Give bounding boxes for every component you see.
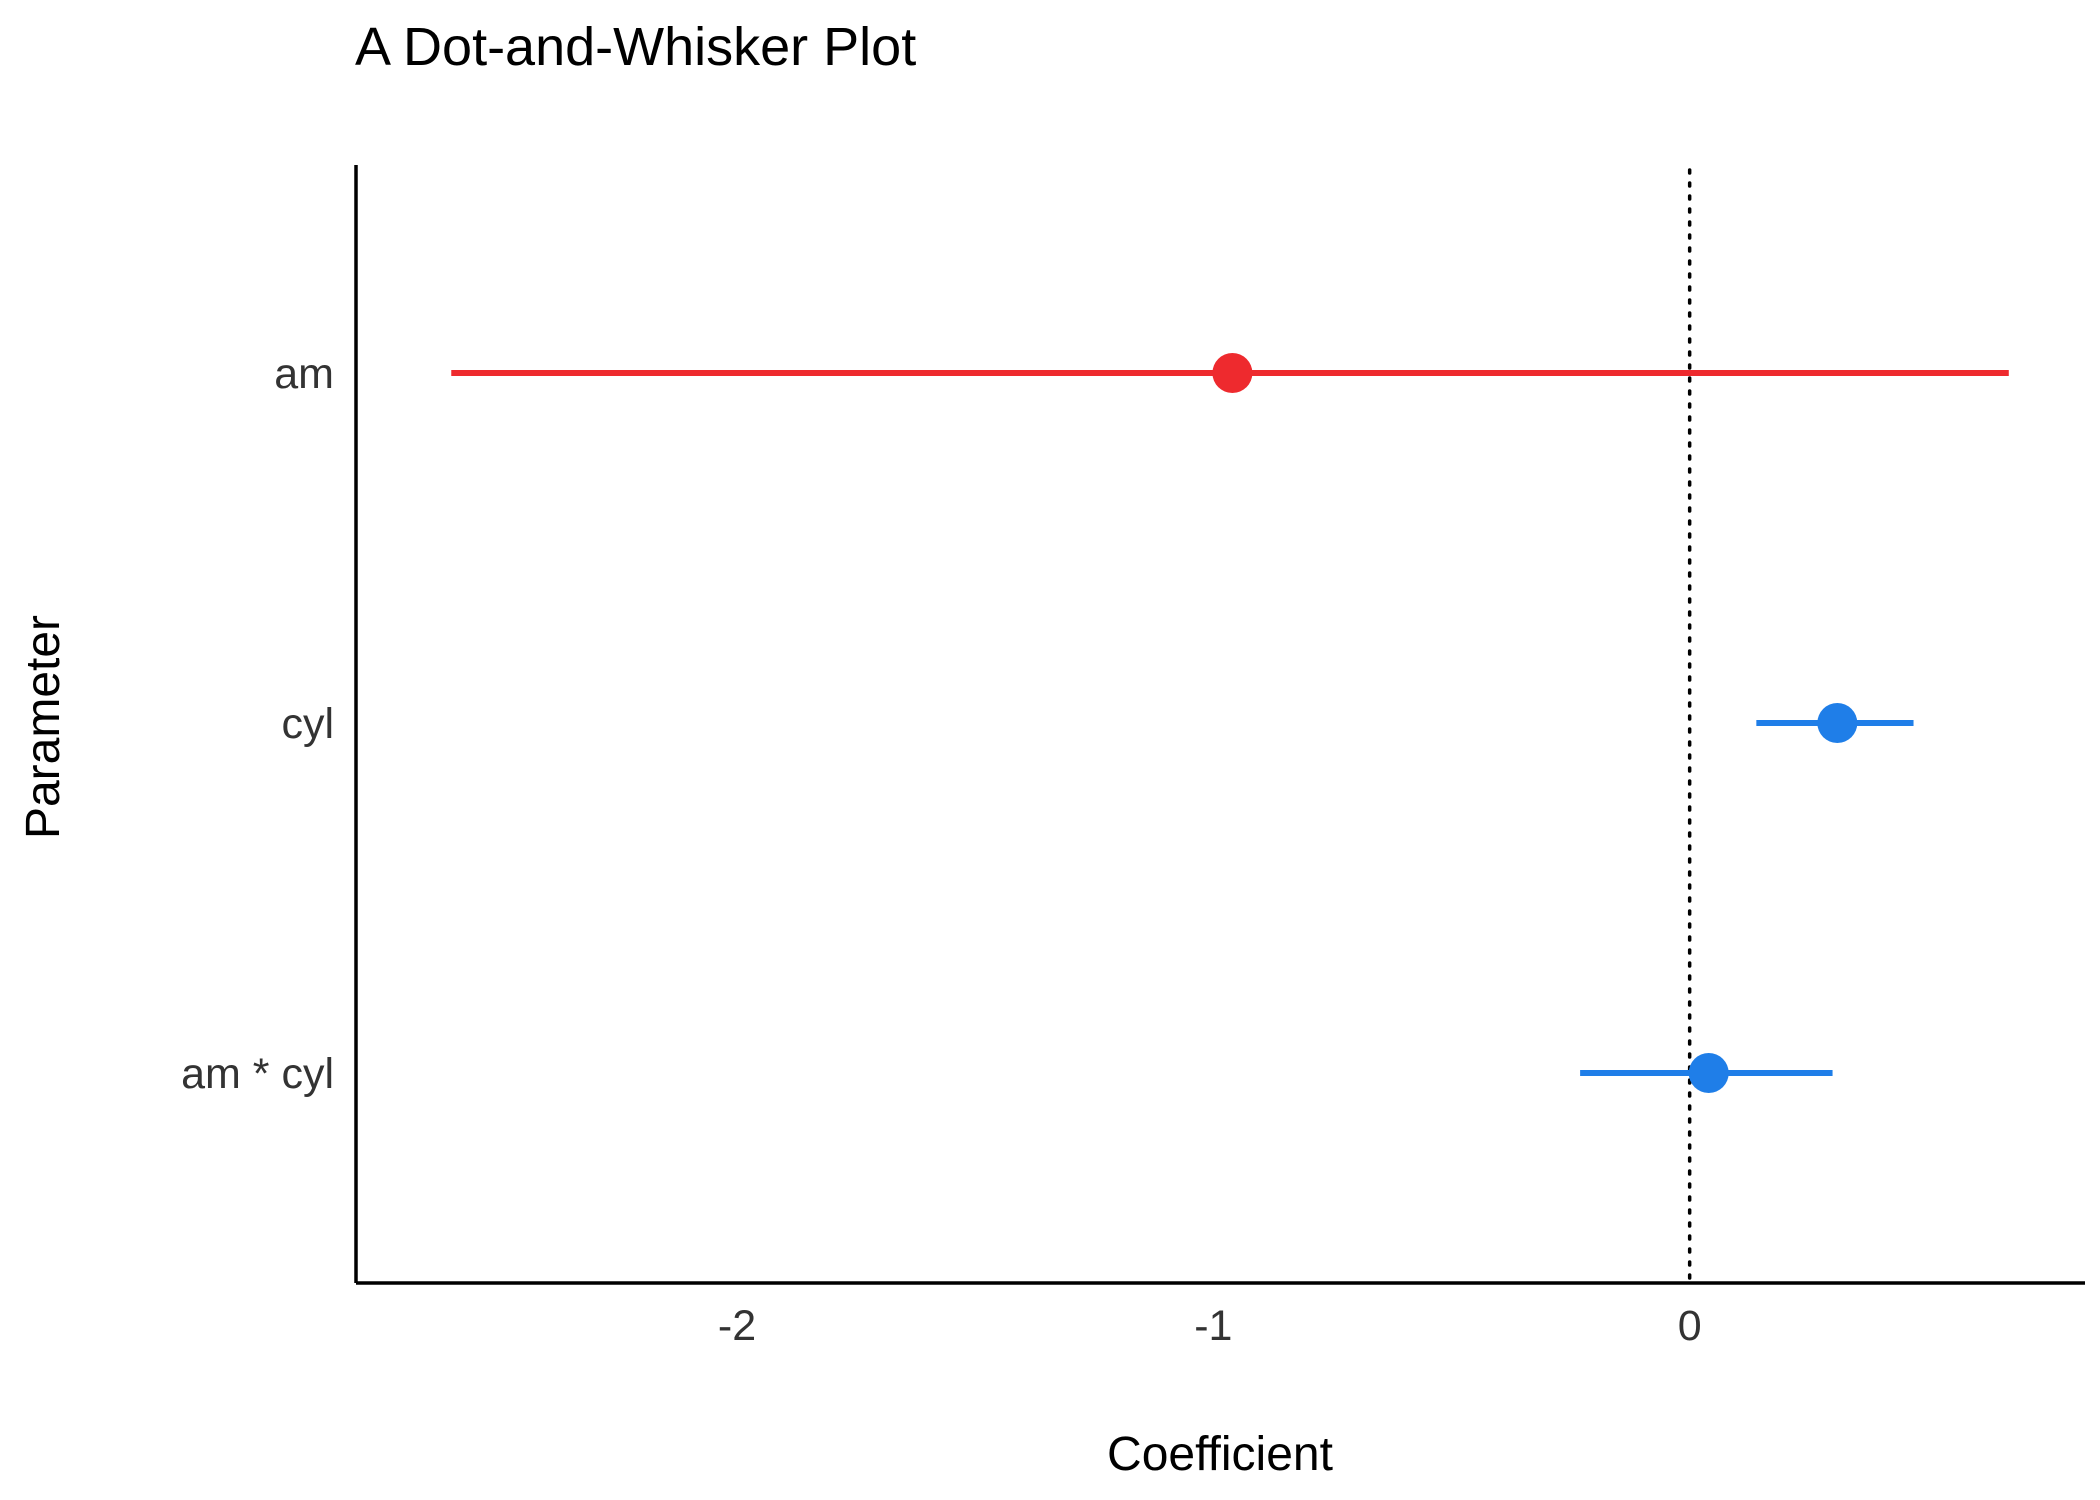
point-am	[1212, 353, 1253, 393]
x-tick-label: -2	[718, 1302, 756, 1350]
x-axis-title: Coefficient	[1107, 1428, 1333, 1481]
y-tick-label: am * cyl	[181, 1050, 334, 1098]
whisker-layer	[451, 370, 2009, 1076]
y-axis-title: Parameter	[17, 615, 70, 839]
y-tick-labels: am cyl am * cyl	[181, 350, 334, 1098]
y-tick-label: cyl	[281, 700, 334, 748]
point-am-cyl	[1688, 1053, 1729, 1093]
chart-title: A Dot-and-Whisker Plot	[355, 17, 916, 77]
point-cyl	[1817, 703, 1858, 743]
x-tick-label: 0	[1678, 1302, 1702, 1350]
point-layer	[1212, 353, 1858, 1093]
x-tick-label: -1	[1194, 1302, 1232, 1350]
y-tick-label: am	[274, 350, 334, 398]
x-tick-labels: -2 -1 0	[718, 1302, 1702, 1350]
